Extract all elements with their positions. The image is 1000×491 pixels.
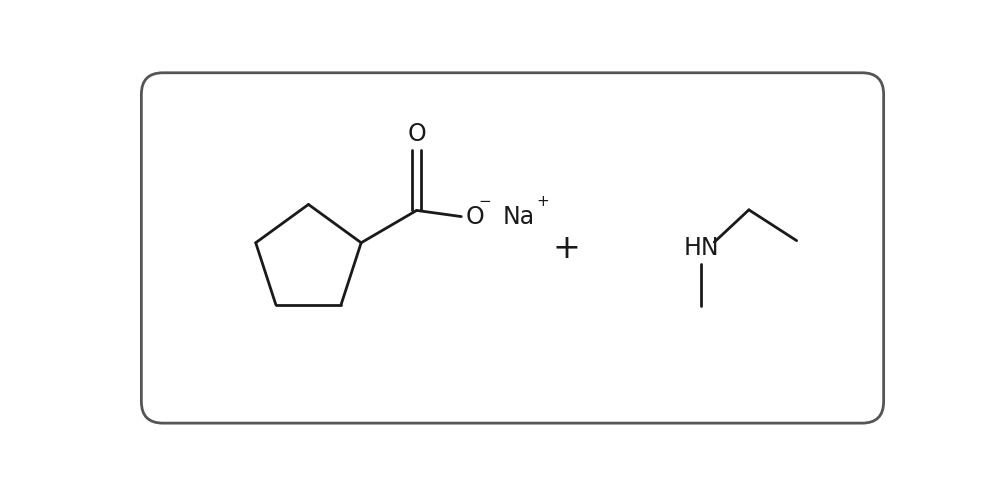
Text: +: +	[537, 193, 549, 209]
Text: +: +	[552, 232, 580, 265]
FancyBboxPatch shape	[141, 73, 884, 423]
Text: Na: Na	[503, 205, 535, 229]
Text: O: O	[407, 122, 426, 146]
Text: −: −	[479, 193, 492, 209]
Text: O: O	[466, 205, 485, 229]
Text: HN: HN	[683, 236, 719, 260]
